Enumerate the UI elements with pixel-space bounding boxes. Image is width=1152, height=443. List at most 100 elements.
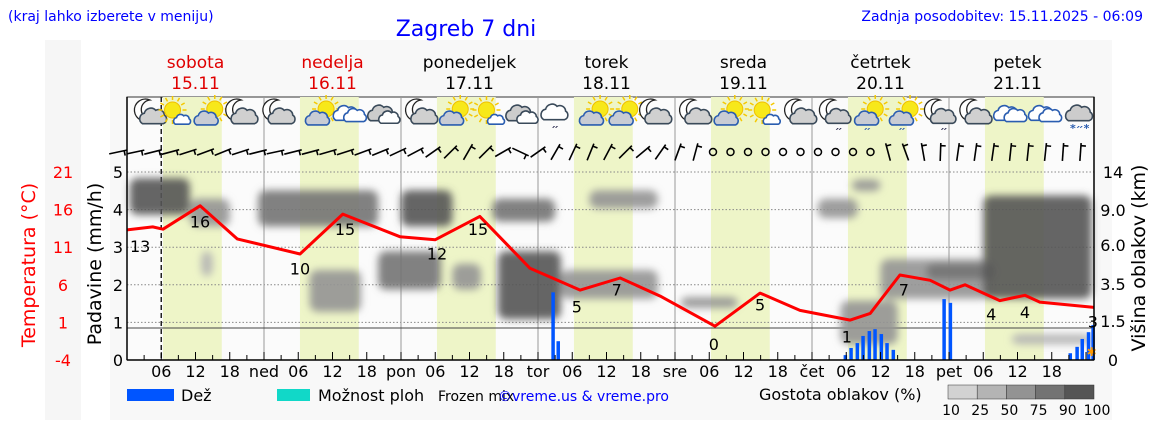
temperature-labels: 13 16 10 15 12 15 5 7 0 5 1 7 4 4 3 xyxy=(130,213,1098,354)
wind-barb-icon xyxy=(425,146,442,158)
wind-shaft xyxy=(494,146,512,158)
temp-tick-label: 16 xyxy=(53,201,73,220)
wind-shaft xyxy=(196,148,215,156)
x-tick-label: 18 xyxy=(768,362,788,381)
precip-bar xyxy=(556,341,560,360)
temperature-label: 0 xyxy=(709,335,719,354)
weather-icon-sun-cloud-rain: ״ xyxy=(888,95,925,137)
sun-ray xyxy=(464,117,468,122)
wind-feather xyxy=(558,145,564,150)
temperature-label: 5 xyxy=(755,295,765,314)
cloud-blob xyxy=(129,178,190,215)
precip-bar xyxy=(1080,338,1085,360)
wind-shaft xyxy=(214,147,232,157)
wind-shaft xyxy=(884,143,892,161)
day-date: 20.11 xyxy=(856,74,905,94)
wind-feather xyxy=(245,149,249,156)
cloud-icon xyxy=(1003,107,1028,123)
cloud-height-axis-label: Višina oblakov (km) xyxy=(1128,165,1150,352)
wind-feather xyxy=(228,149,232,155)
wind-feather xyxy=(921,144,927,147)
wind-feather xyxy=(350,149,354,156)
sun-ray xyxy=(180,102,186,106)
location-hint[interactable]: (kraj lahko izberete v meniju) xyxy=(8,9,214,25)
daylight-band xyxy=(436,97,496,360)
sun-ray xyxy=(883,101,888,105)
cloud-legend-label: 50 xyxy=(1000,403,1018,419)
sun-ray xyxy=(473,102,479,106)
x-tick-label: 12 xyxy=(596,362,616,381)
precip-bar xyxy=(1075,346,1079,360)
wind-barb-icon xyxy=(1061,142,1069,162)
sun-ray xyxy=(883,113,888,117)
sun-ray xyxy=(622,96,626,101)
wind-barb-icon xyxy=(196,148,215,156)
sun-ray xyxy=(749,102,754,106)
precip-bar xyxy=(849,347,853,360)
temperature-label: 16 xyxy=(190,213,210,232)
weather-icon-cloud-white xyxy=(992,104,1028,123)
wind-barb-icon xyxy=(603,143,616,161)
cloud-blob xyxy=(680,296,738,309)
weather-icon-moon-cloud xyxy=(262,98,296,125)
weather-icon-sun-cloud-rain: ״ xyxy=(853,95,890,137)
wind-barbs xyxy=(109,142,1086,162)
cloud-icon xyxy=(304,110,331,126)
wind-feather xyxy=(903,143,909,147)
sun-ray xyxy=(608,101,613,105)
wind-shaft xyxy=(443,145,458,159)
precip-bar xyxy=(891,349,896,360)
sun-ray xyxy=(223,113,228,117)
precip-tick-label: 2 xyxy=(113,276,123,295)
sun-ray xyxy=(330,117,334,122)
precip-bar xyxy=(843,355,848,360)
weather-icon-moon-cloud xyxy=(959,98,993,125)
x-tick-label: 12 xyxy=(322,362,342,381)
x-tick-label: 06 xyxy=(288,362,308,381)
day-date: 16.11 xyxy=(308,74,357,94)
cloud-icon xyxy=(138,107,168,125)
sun-ray xyxy=(468,113,473,117)
day-name: sobota xyxy=(167,53,225,73)
wind-shaft xyxy=(901,143,910,161)
wind-barb-icon xyxy=(301,148,320,156)
sun-ray xyxy=(219,117,223,122)
cloud-blob xyxy=(589,190,658,209)
legend-cloud-title: Gostota oblakov (%) xyxy=(759,385,922,404)
cloud-height-tick-label: 6.0 xyxy=(1100,236,1125,255)
wind-barb-icon xyxy=(443,145,460,159)
cloud-legend-label: 10 xyxy=(942,403,960,419)
wind-barb-icon xyxy=(214,147,232,157)
cloud-icon xyxy=(1038,107,1063,123)
wind-feather xyxy=(976,144,982,148)
x-tick-label: 06 xyxy=(151,362,171,381)
day-name: sreda xyxy=(720,53,767,73)
cloud-icon xyxy=(410,107,439,125)
temperature-label: 1 xyxy=(842,327,852,346)
cloud-height-tick-label: 1.5 xyxy=(1100,312,1125,331)
cloud-icon xyxy=(438,110,465,126)
wind-feather xyxy=(140,150,144,156)
cloud-blob xyxy=(851,179,881,191)
cloud-blob xyxy=(201,251,213,277)
precip-bar xyxy=(551,292,555,360)
wind-barb-icon xyxy=(371,147,390,157)
day-name: nedelja xyxy=(301,53,363,73)
weather-icon-moon-cloud xyxy=(133,98,168,125)
day-name: ponedeljek xyxy=(423,53,517,73)
temperature-label: 4 xyxy=(986,305,996,324)
wind-calm-icon xyxy=(831,147,840,157)
credit-link[interactable]: ©vreme.us & vreme.pro xyxy=(498,389,669,405)
sun-ray xyxy=(918,113,923,117)
sun-ray xyxy=(722,101,727,105)
cloud-icon xyxy=(193,110,219,126)
wind-shaft xyxy=(1026,142,1030,162)
wind-feather xyxy=(263,150,267,156)
frozen-mix-mark: ✱ xyxy=(1087,345,1097,359)
temperature-line xyxy=(126,204,1095,328)
wind-feather xyxy=(298,150,302,156)
sun-ray xyxy=(754,97,758,102)
sun-disc xyxy=(477,101,495,119)
sun-ray xyxy=(634,96,638,101)
sun-ray xyxy=(176,97,181,102)
